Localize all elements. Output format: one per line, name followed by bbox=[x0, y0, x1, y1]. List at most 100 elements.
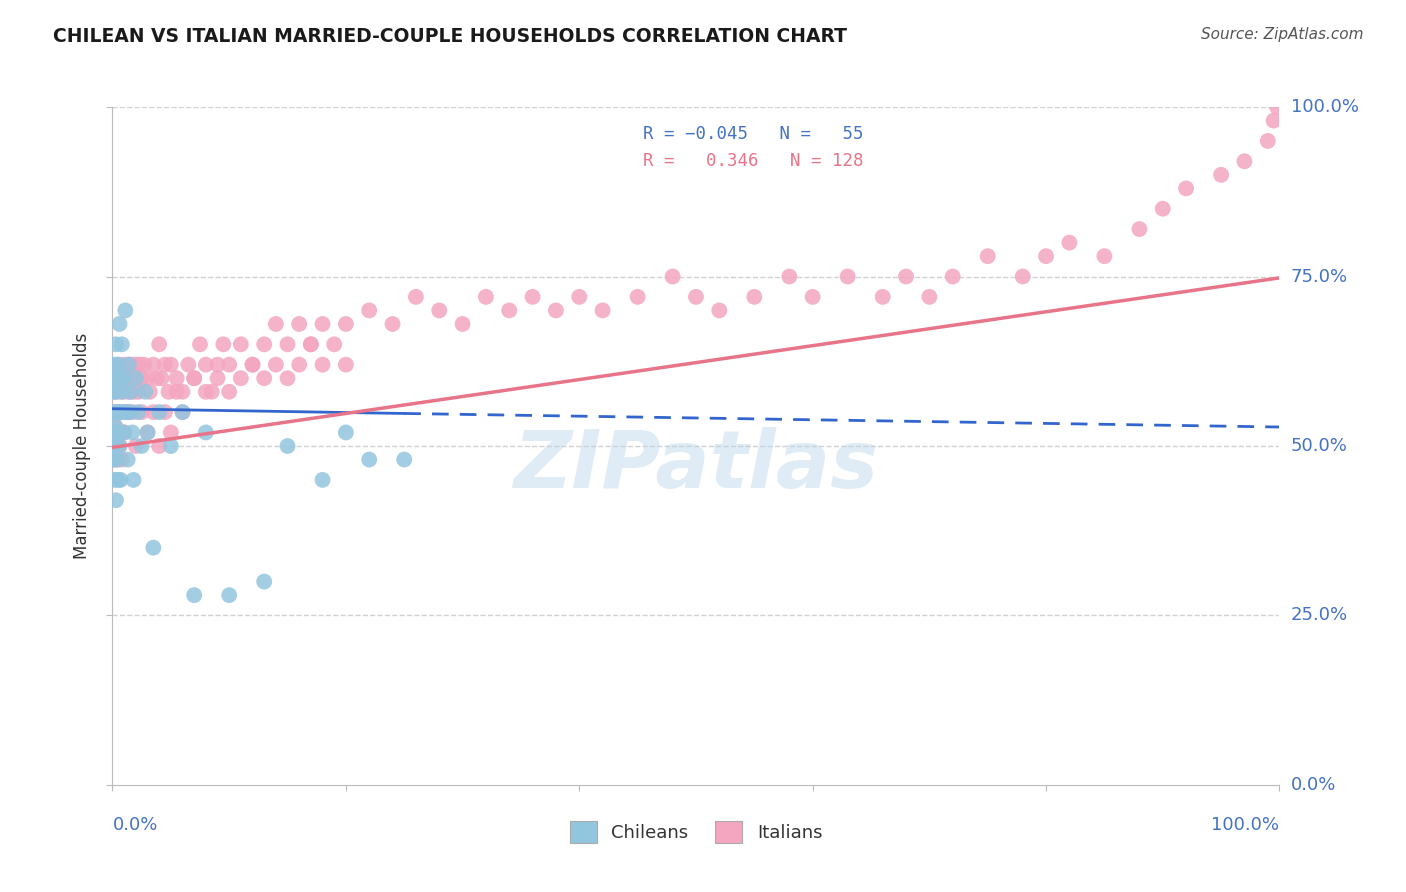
Point bbox=[160, 425, 183, 440]
Point bbox=[107, 473, 129, 487]
Text: 0.0%: 0.0% bbox=[112, 815, 157, 833]
Point bbox=[183, 371, 205, 385]
Point bbox=[122, 473, 145, 487]
Point bbox=[1257, 134, 1279, 148]
Point bbox=[136, 425, 159, 440]
Point bbox=[107, 358, 129, 372]
Point bbox=[253, 371, 276, 385]
Point bbox=[1175, 181, 1198, 195]
Point bbox=[188, 337, 211, 351]
Point bbox=[1059, 235, 1081, 250]
Point bbox=[872, 290, 894, 304]
Point bbox=[131, 371, 153, 385]
Point bbox=[114, 303, 136, 318]
Point bbox=[299, 337, 322, 351]
Point bbox=[107, 358, 129, 372]
Point bbox=[108, 405, 131, 419]
Point bbox=[194, 358, 217, 372]
Point bbox=[661, 269, 683, 284]
Point bbox=[103, 452, 125, 467]
Point bbox=[104, 358, 127, 372]
Point bbox=[108, 317, 131, 331]
Point bbox=[172, 384, 194, 399]
Point bbox=[104, 337, 127, 351]
Point bbox=[335, 317, 357, 331]
Point bbox=[201, 384, 224, 399]
Point bbox=[299, 337, 322, 351]
Point bbox=[1209, 168, 1232, 182]
Point bbox=[103, 425, 125, 440]
Point bbox=[451, 317, 474, 331]
Legend: Chileans, Italians: Chileans, Italians bbox=[562, 814, 830, 850]
Point bbox=[568, 290, 591, 304]
Point bbox=[132, 358, 155, 372]
Point bbox=[207, 371, 229, 385]
Point bbox=[118, 384, 141, 399]
Point bbox=[427, 303, 450, 318]
Point bbox=[166, 384, 188, 399]
Text: R =   0.346   N = 128: R = 0.346 N = 128 bbox=[644, 153, 863, 170]
Point bbox=[104, 439, 127, 453]
Point bbox=[107, 452, 129, 467]
Point bbox=[498, 303, 520, 318]
Point bbox=[150, 371, 173, 385]
Y-axis label: Married-couple Households: Married-couple Households bbox=[73, 333, 91, 559]
Point bbox=[142, 541, 165, 555]
Point bbox=[104, 473, 127, 487]
Point bbox=[105, 452, 128, 467]
Point bbox=[1011, 269, 1033, 284]
Point bbox=[125, 358, 148, 372]
Point bbox=[253, 574, 276, 589]
Text: 25.0%: 25.0% bbox=[1291, 607, 1348, 624]
Point bbox=[105, 371, 128, 385]
Point bbox=[976, 249, 998, 263]
Text: 100.0%: 100.0% bbox=[1212, 815, 1279, 833]
Point bbox=[120, 358, 142, 372]
Point bbox=[942, 269, 965, 284]
Point bbox=[544, 303, 567, 318]
Text: 100.0%: 100.0% bbox=[1291, 98, 1358, 116]
Point bbox=[394, 452, 416, 467]
Point bbox=[148, 337, 170, 351]
Point bbox=[1265, 100, 1288, 114]
Point bbox=[148, 405, 170, 419]
Point bbox=[104, 418, 127, 433]
Point bbox=[103, 371, 125, 385]
Point bbox=[112, 425, 135, 440]
Point bbox=[125, 439, 148, 453]
Point bbox=[111, 337, 134, 351]
Point bbox=[405, 290, 427, 304]
Point bbox=[127, 405, 149, 419]
Point bbox=[118, 358, 141, 372]
Point bbox=[335, 425, 357, 440]
Point bbox=[778, 269, 800, 284]
Point bbox=[153, 358, 176, 372]
Point bbox=[229, 371, 252, 385]
Point bbox=[323, 337, 346, 351]
Point bbox=[120, 384, 142, 399]
Point bbox=[122, 371, 145, 385]
Point bbox=[918, 290, 941, 304]
Point bbox=[627, 290, 650, 304]
Point bbox=[121, 405, 143, 419]
Point bbox=[146, 371, 169, 385]
Point bbox=[131, 405, 153, 419]
Point bbox=[136, 425, 159, 440]
Point bbox=[592, 303, 614, 318]
Point bbox=[111, 452, 134, 467]
Point bbox=[117, 452, 139, 467]
Text: CHILEAN VS ITALIAN MARRIED-COUPLE HOUSEHOLDS CORRELATION CHART: CHILEAN VS ITALIAN MARRIED-COUPLE HOUSEH… bbox=[53, 27, 848, 45]
Point bbox=[134, 384, 156, 399]
Point bbox=[1233, 154, 1256, 169]
Point bbox=[153, 405, 176, 419]
Point bbox=[115, 405, 138, 419]
Point bbox=[475, 290, 498, 304]
Point bbox=[127, 384, 149, 399]
Point bbox=[110, 371, 132, 385]
Point bbox=[1094, 249, 1116, 263]
Point bbox=[103, 439, 125, 453]
Point bbox=[1128, 222, 1150, 236]
Point bbox=[801, 290, 824, 304]
Point bbox=[160, 358, 183, 372]
Point bbox=[276, 371, 298, 385]
